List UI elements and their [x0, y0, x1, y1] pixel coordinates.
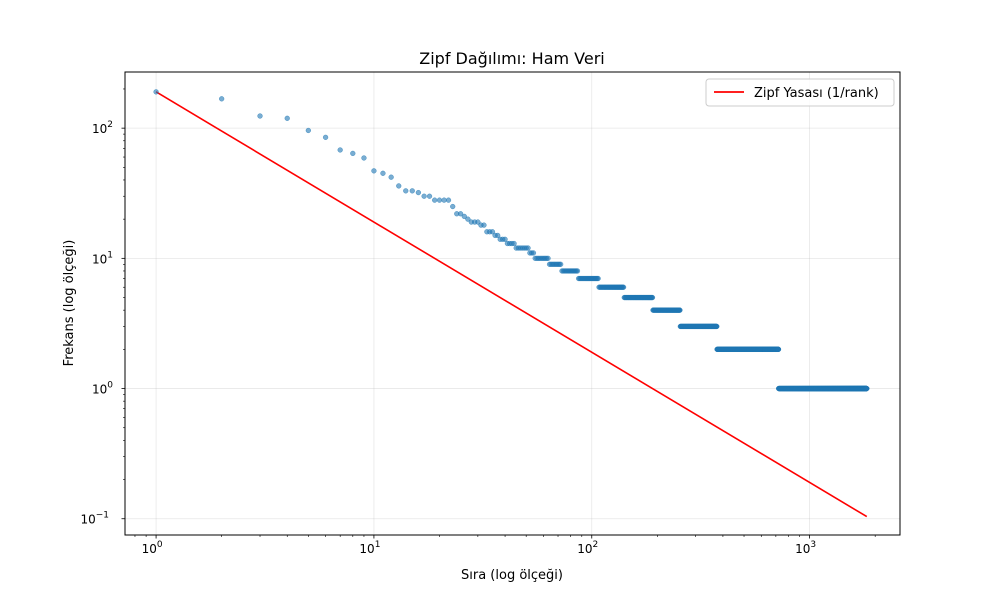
- y-tick-label: 101: [92, 250, 113, 266]
- data-point: [461, 213, 467, 220]
- legend-box: [705, 78, 895, 107]
- plot-frame: [124, 71, 901, 536]
- data-point: [475, 219, 481, 225]
- data-point: [371, 168, 377, 174]
- x-tick-label: 102: [577, 540, 598, 556]
- data-point: [219, 96, 225, 102]
- data-point: [396, 183, 402, 189]
- data-point: [558, 261, 564, 267]
- x-tick-label: 103: [795, 540, 816, 556]
- y-tick-label: 102: [92, 120, 113, 136]
- y-tick-exponent: −1: [96, 511, 109, 521]
- data-point: [415, 189, 422, 196]
- data-point: [649, 294, 656, 301]
- data-point: [545, 255, 551, 262]
- data-point: [714, 323, 720, 330]
- data-point: [350, 150, 356, 157]
- data-point: [864, 385, 870, 392]
- legend-label-zipf: Zipf Yasası (1/rank): [754, 86, 879, 101]
- data-point: [153, 89, 159, 95]
- y-tick-exponent: 2: [107, 120, 113, 130]
- data-point: [388, 174, 394, 180]
- data-point: [495, 232, 501, 239]
- data-point: [595, 275, 601, 282]
- data-point: [525, 245, 531, 251]
- data-point: [481, 222, 487, 228]
- data-point: [403, 188, 409, 194]
- data-point: [421, 193, 427, 199]
- x-tick-exponent: 1: [375, 540, 381, 550]
- data-point: [489, 229, 496, 235]
- data-point: [337, 147, 343, 153]
- data-point: [361, 155, 367, 161]
- y-tick-exponent: 1: [107, 250, 113, 260]
- data-point: [441, 197, 447, 203]
- grid: [125, 72, 900, 535]
- data-point: [284, 115, 290, 121]
- y-tick-exponent: 0: [107, 381, 113, 391]
- scatter-points: [153, 89, 870, 392]
- data-point: [775, 346, 782, 353]
- data-point: [380, 170, 386, 176]
- data-point: [465, 216, 471, 222]
- y-axis-label: Frekans (log ölçeği): [62, 240, 77, 367]
- x-tick-label: 101: [359, 540, 380, 556]
- data-point: [257, 113, 263, 119]
- data-point: [409, 188, 415, 194]
- x-tick-exponent: 2: [593, 540, 599, 550]
- x-tick-exponent: 0: [157, 540, 163, 550]
- x-tick-label: 100: [142, 540, 163, 556]
- y-tick-label: 10−1: [80, 511, 109, 527]
- data-point: [530, 250, 537, 256]
- data-point: [574, 268, 581, 274]
- data-point: [511, 240, 517, 247]
- zipf-law-line: [155, 91, 868, 518]
- data-point: [426, 193, 433, 199]
- data-point: [620, 284, 627, 290]
- chart-title: Zipf Dağılımı: Ham Veri: [419, 49, 604, 68]
- data-point: [502, 236, 508, 242]
- data-point: [677, 307, 683, 313]
- data-point: [305, 127, 311, 134]
- x-tick-exponent: 3: [810, 540, 816, 550]
- data-point: [431, 197, 438, 203]
- data-point: [322, 134, 329, 141]
- legend: Zipf Yasası (1/rank): [705, 78, 895, 107]
- y-tick-label: 100: [92, 381, 113, 397]
- zipf-line-layer: [155, 91, 868, 518]
- data-point: [436, 197, 443, 203]
- x-axis-label: Sıra (log ölçeği): [461, 568, 563, 583]
- data-point: [445, 197, 452, 203]
- data-point: [457, 211, 464, 217]
- data-point: [450, 203, 456, 210]
